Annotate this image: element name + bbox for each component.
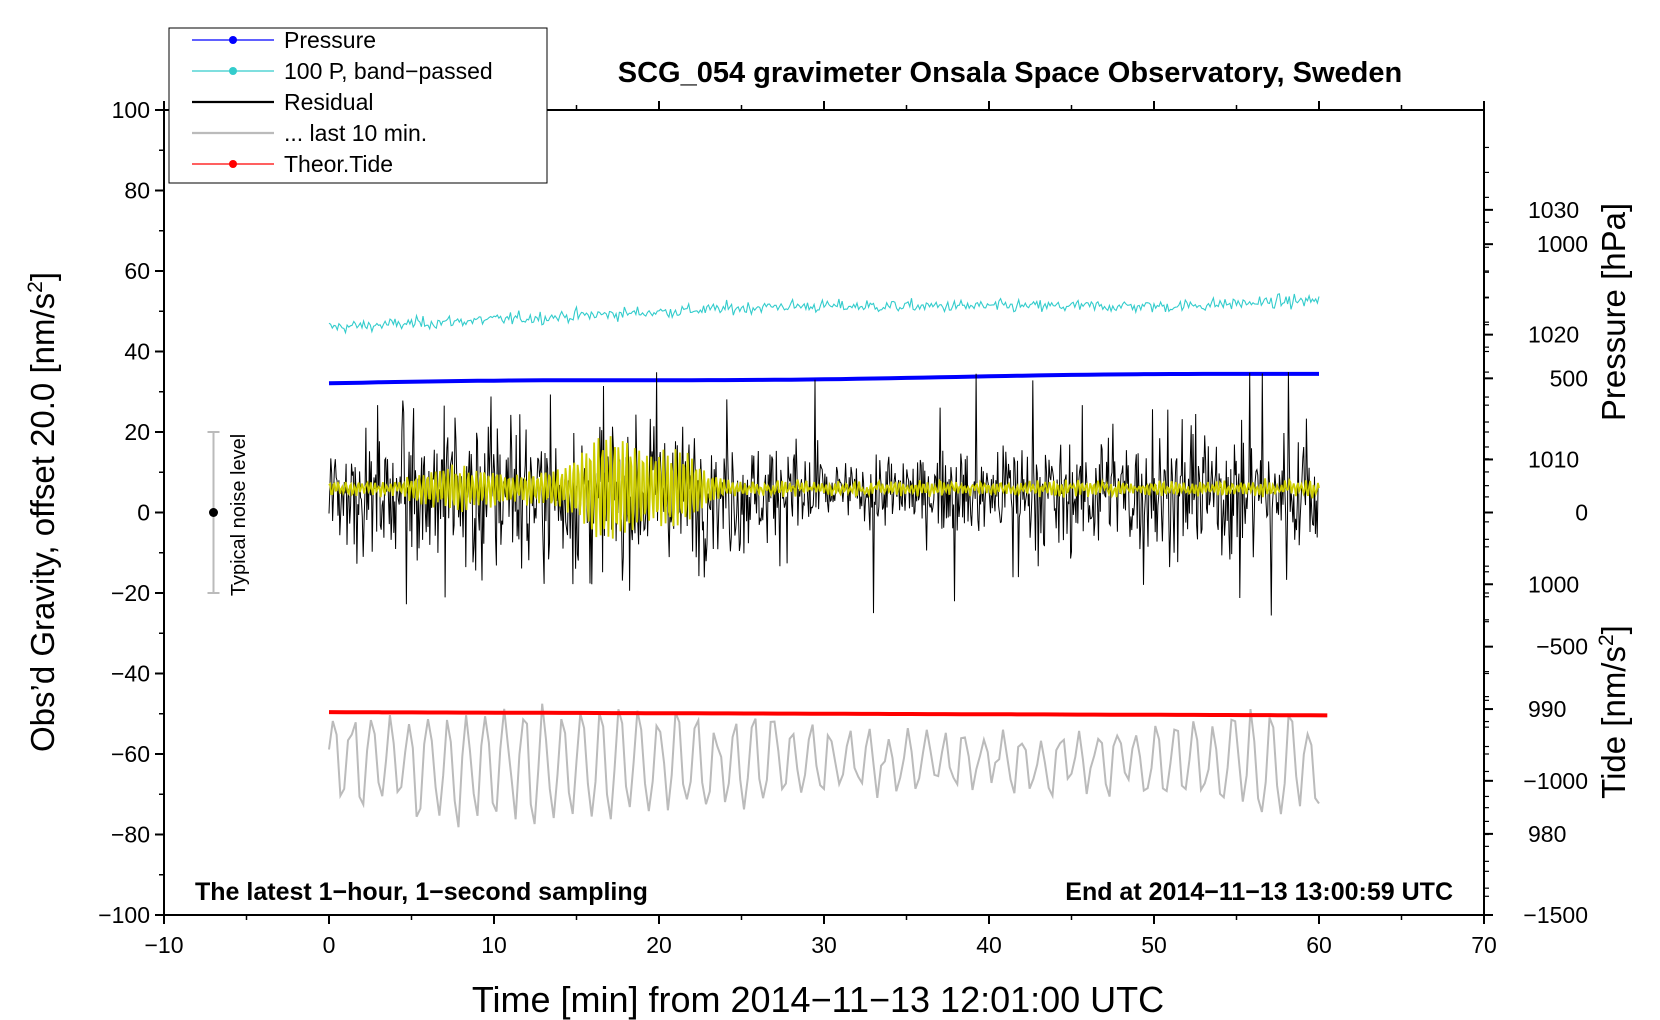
noise-level-marker (207, 431, 220, 594)
x-tick-label: 50 (1141, 932, 1167, 958)
legend-items: Pressure 100 P, band−passed Residual ... la… (192, 27, 493, 177)
x-tick-label: 20 (646, 932, 672, 958)
x-tick-label: −10 (144, 932, 183, 958)
pressure-tick-label: 990 (1528, 696, 1566, 722)
x-tick-label: 0 (323, 932, 336, 958)
x-tick-label: 60 (1306, 932, 1332, 958)
bandpassed-pressure-series-line (328, 293, 1320, 335)
y-tick-label: 100 (112, 97, 150, 123)
y-tick-label: 0 (137, 500, 150, 526)
legend-label: ... last 10 min. (284, 120, 427, 146)
legend-label: Pressure (284, 27, 376, 53)
y-tick-label: 80 (124, 178, 150, 204)
pressure-tick-label: 1010 (1528, 446, 1579, 472)
sampling-annotation: The latest 1−hour, 1−second sampling (195, 878, 648, 906)
legend-box (168, 27, 548, 184)
y-tick-label: −100 (98, 902, 150, 928)
legend-label: Residual (284, 89, 374, 115)
legend-swatch-marker (229, 160, 237, 168)
y-tick-label: 20 (124, 419, 150, 445)
ticks-layer: −10 0 10 20 30 40 50 60 70−100−80−60−40−20020406… (98, 97, 1588, 958)
last-10min-series-line (328, 703, 1320, 828)
noise-bar-dot (209, 508, 218, 517)
y-tick-label: −60 (111, 741, 150, 767)
y-tick-label: −40 (111, 661, 150, 687)
y-tick-label: 40 (124, 339, 150, 365)
tide-tick-label: 1000 (1537, 231, 1588, 257)
x-tick-label: 70 (1471, 932, 1497, 958)
tide-tick-label: −500 (1536, 634, 1588, 660)
legend: Pressure 100 P, band−passed Residual ... la… (168, 27, 548, 184)
x-tick-label: 30 (811, 932, 837, 958)
y-tick-label: −80 (111, 822, 150, 848)
end-time-annotation: End at 2014−11−13 13:00:59 UTC (1065, 878, 1453, 906)
y-tick-label: 60 (124, 258, 150, 284)
pressure-tick-label: 980 (1528, 821, 1566, 847)
series-layer (328, 293, 1328, 828)
legend-swatch-marker (229, 67, 237, 75)
x-axis-title: Time [min] from 2014−11−13 12:01:00 UTC (472, 979, 1164, 1020)
pressure-tick-label: 1000 (1528, 571, 1579, 597)
legend-label: Theor.Tide (284, 151, 393, 177)
legend-label: 100 P, band−passed (284, 58, 493, 84)
y-axis-title-left: Obs’d Gravity, offset 20.0 [nm/s2] (24, 272, 61, 752)
tide-tick-label: −1500 (1523, 902, 1588, 928)
legend-swatch-marker (229, 36, 237, 44)
chart-title: SCG_054 gravimeter Onsala Space Observat… (618, 57, 1402, 89)
y-tick-label: −20 (111, 580, 150, 606)
tide-tick-label: −1000 (1523, 768, 1588, 794)
pressure-series-line (328, 371, 1319, 386)
x-tick-label: 40 (976, 932, 1002, 958)
y-axis-title-pressure: Pressure [hPa] (1595, 203, 1632, 421)
theoretical-tide-series-line (328, 710, 1328, 718)
pressure-tick-label: 1030 (1528, 197, 1579, 223)
tide-tick-label: 500 (1550, 365, 1588, 391)
y-axis-title-tide: Tide [nm/s2] (1595, 625, 1632, 799)
x-tick-label: 10 (481, 932, 507, 958)
tide-tick-label: 0 (1575, 500, 1588, 526)
residual-smoothed-series-line (328, 436, 1320, 539)
noise-level-label: Typical noise level (228, 434, 250, 596)
pressure-tick-label: 1020 (1528, 322, 1579, 348)
